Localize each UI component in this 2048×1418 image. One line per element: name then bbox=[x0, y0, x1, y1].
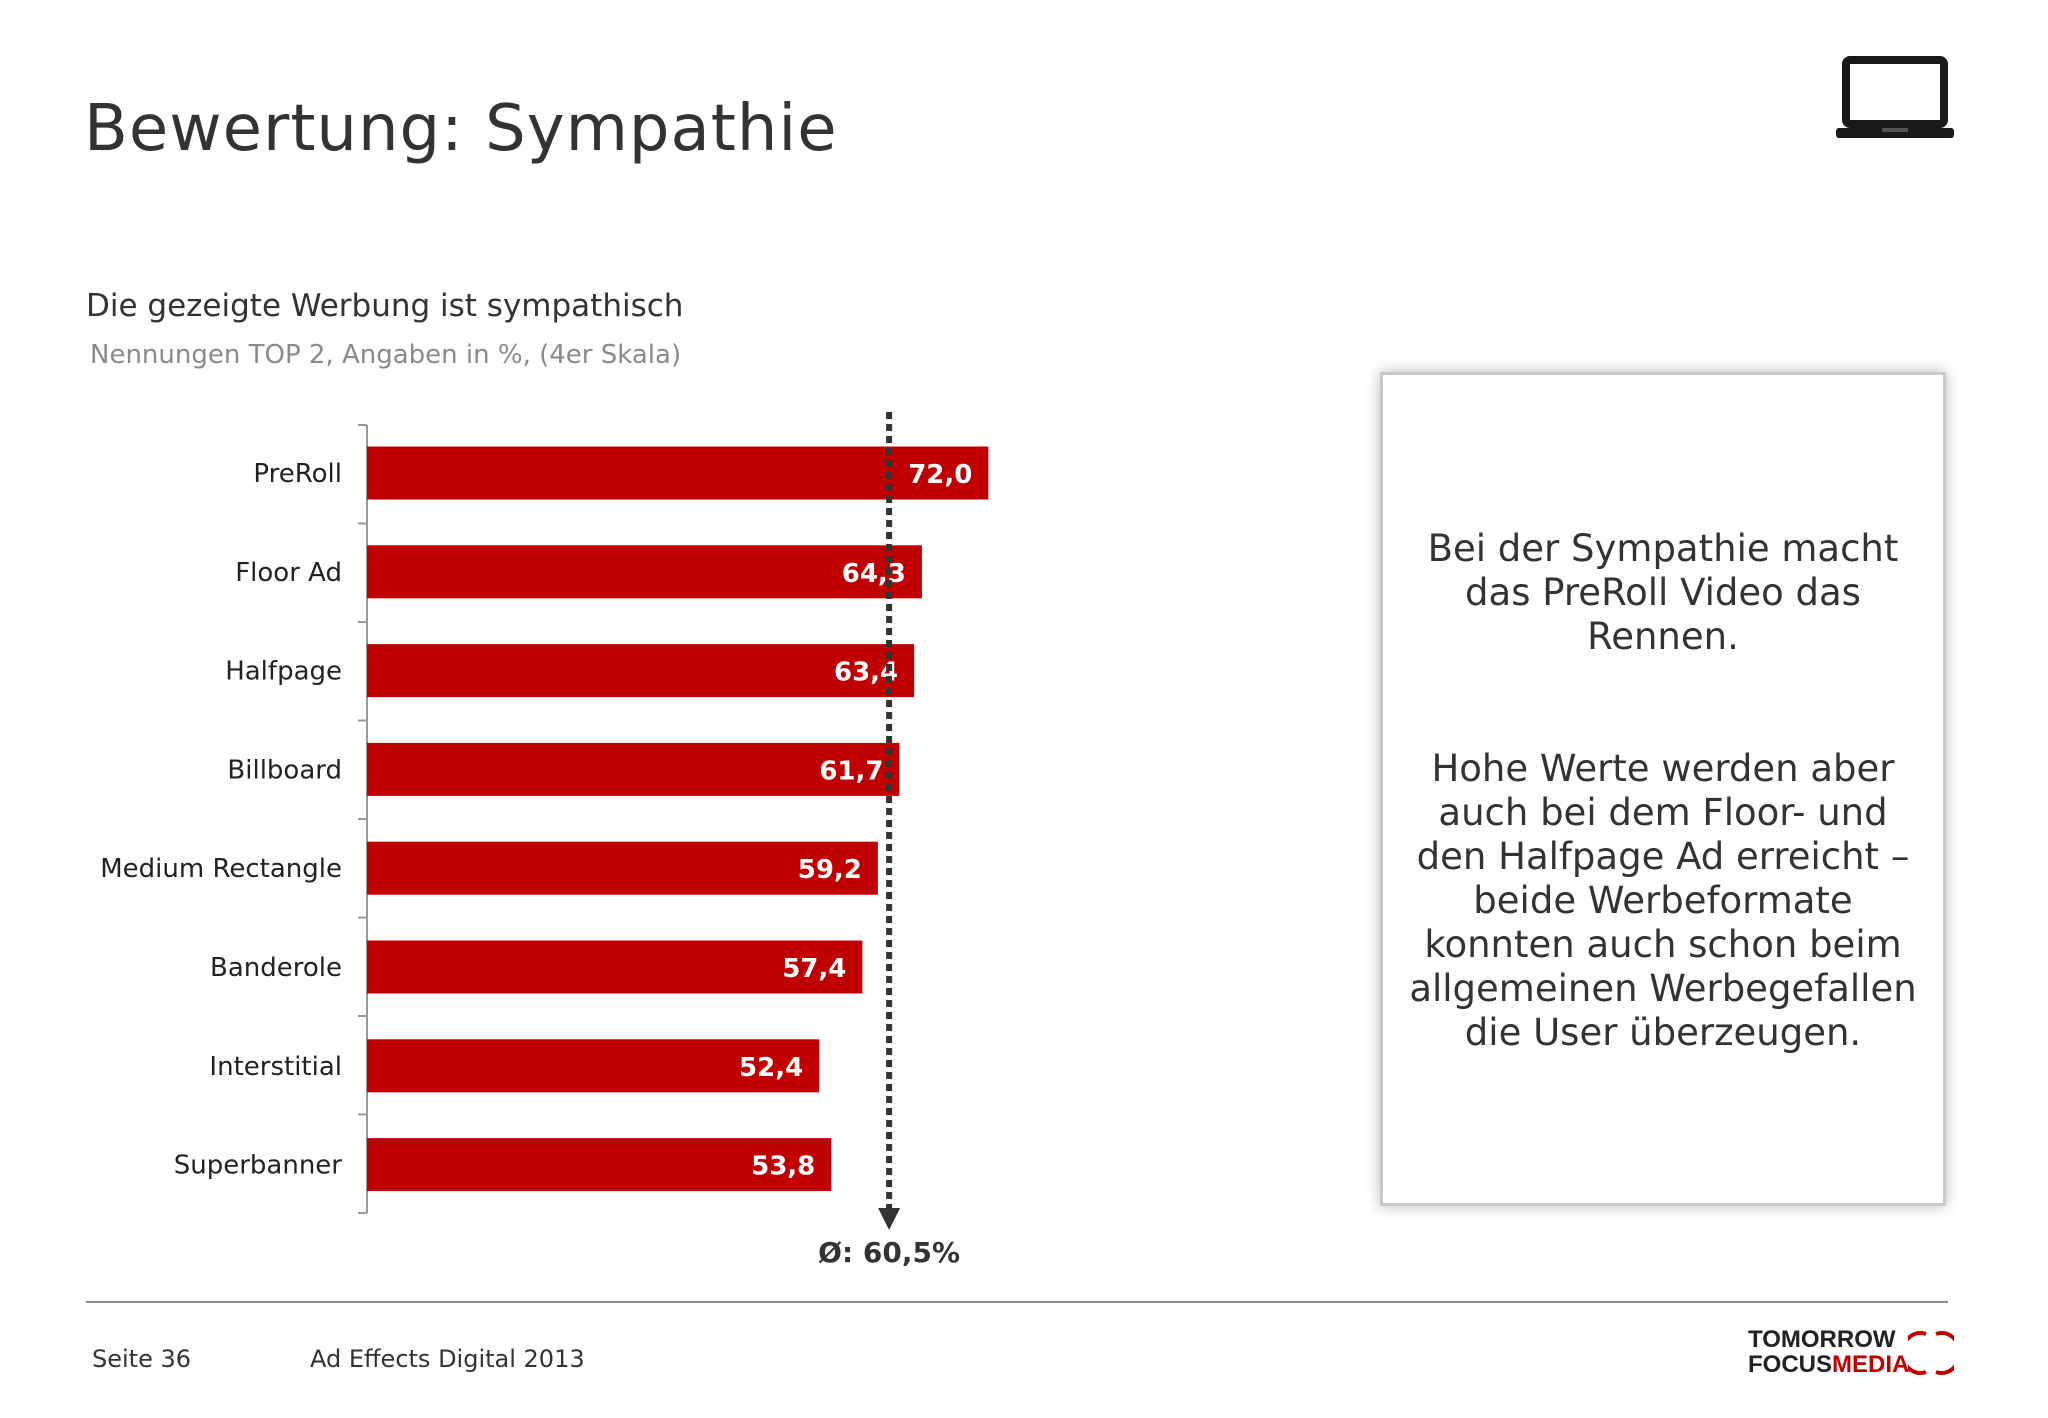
category-label: Banderole bbox=[210, 953, 342, 983]
document-title: Ad Effects Digital 2013 bbox=[310, 1345, 585, 1373]
data-label: 72,0 bbox=[908, 460, 972, 490]
category-label: Billboard bbox=[227, 755, 342, 785]
bar bbox=[367, 841, 878, 895]
category-label: PreRoll bbox=[253, 459, 342, 489]
average-arrow bbox=[878, 1208, 901, 1230]
data-label: 52,4 bbox=[739, 1053, 803, 1083]
data-label: 53,8 bbox=[751, 1152, 815, 1182]
footer-divider bbox=[86, 1301, 1948, 1303]
bar bbox=[367, 545, 922, 599]
chart-title: Die gezeigte Werbung ist sympathisch bbox=[86, 288, 684, 324]
info-box: Bei der Sympathie macht das PreRoll Vide… bbox=[1380, 372, 1946, 1206]
category-label: Floor Ad bbox=[235, 558, 342, 588]
data-label: 61,7 bbox=[819, 756, 883, 786]
logo-media: MEDIA bbox=[1832, 1351, 1910, 1378]
bar bbox=[367, 940, 863, 994]
chart-subtitle: Nennungen TOP 2, Angaben in %, (4er Skal… bbox=[90, 340, 682, 370]
logo-line-2: FOCUSMEDIA bbox=[1748, 1353, 1909, 1377]
category-label: Medium Rectangle bbox=[100, 854, 342, 884]
bar bbox=[367, 1039, 820, 1093]
data-label: 59,2 bbox=[798, 855, 862, 885]
data-label: 57,4 bbox=[782, 954, 846, 984]
bar bbox=[367, 742, 900, 796]
bar bbox=[367, 1138, 832, 1192]
category-label: Superbanner bbox=[174, 1151, 343, 1181]
logo-ring-icon bbox=[1908, 1331, 1954, 1375]
bar-chart: PreRoll 72,0 Floor Ad 64,3 Halfpage 63,4 Billb… bbox=[100, 412, 989, 1269]
info-paragraph-2: Hohe Werte werden aber auch bei dem Floo… bbox=[1409, 747, 1917, 1054]
data-label: 63,4 bbox=[834, 658, 898, 688]
logo-line-1: TOMORROW bbox=[1748, 1326, 1896, 1353]
category-label: Interstitial bbox=[209, 1052, 342, 1082]
page-title: Bewertung: Sympathie bbox=[84, 92, 838, 166]
laptop-icon bbox=[1836, 56, 1954, 138]
data-label: 64,3 bbox=[842, 559, 906, 589]
company-logo: TOMORROW FOCUSMEDIA bbox=[1748, 1328, 1954, 1378]
page-number: Seite 36 bbox=[92, 1345, 192, 1373]
logo-focus: FOCUS bbox=[1748, 1351, 1832, 1378]
bar bbox=[367, 644, 915, 698]
bar bbox=[367, 446, 989, 500]
category-label: Halfpage bbox=[225, 657, 342, 687]
average-label: Ø: 60,5% bbox=[818, 1236, 960, 1269]
info-paragraph-1: Bei der Sympathie macht das PreRoll Vide… bbox=[1427, 527, 1899, 658]
